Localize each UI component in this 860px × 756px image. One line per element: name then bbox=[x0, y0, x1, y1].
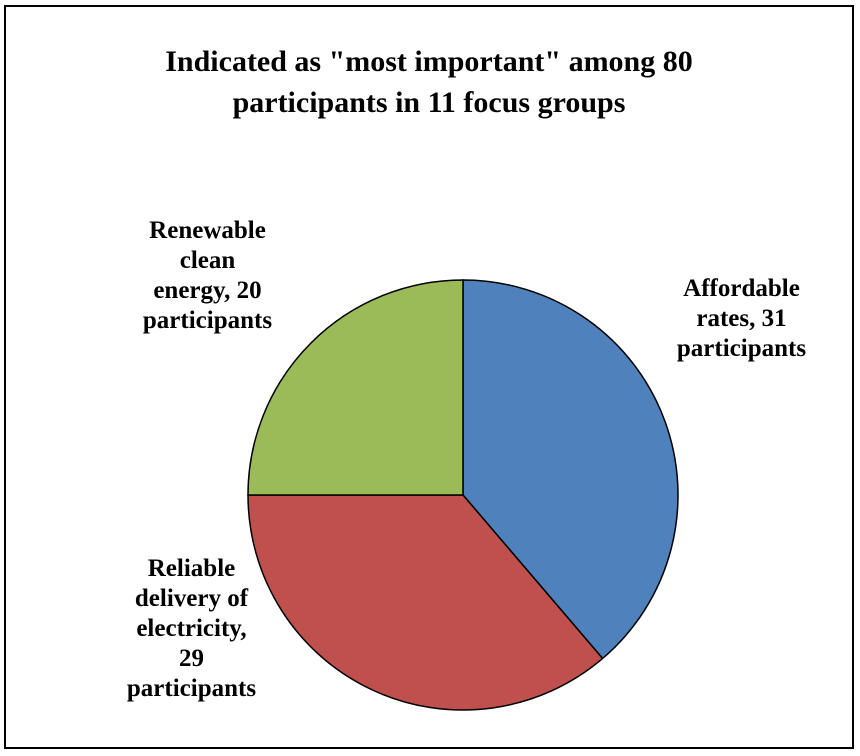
pie-slice-renewable-clean-energy bbox=[247, 279, 464, 496]
slice-label-reliable-delivery-line-1: Reliable bbox=[147, 555, 236, 582]
pie-slice-affordable-rates bbox=[462, 279, 679, 660]
chart-title: Indicated as "most important" among 80 p… bbox=[6, 41, 852, 123]
slice-label-affordable-rates: Affordable rates, 31 participants bbox=[654, 274, 829, 364]
slice-label-affordable-rates-line-2: rates, 31 bbox=[696, 305, 787, 332]
chart-title-line-1: Indicated as "most important" among 80 bbox=[165, 45, 693, 78]
slice-label-reliable-delivery: Reliable delivery of electricity, 29 par… bbox=[104, 554, 279, 704]
slice-label-renewable-clean-energy-line-3: energy, 20 bbox=[153, 277, 262, 304]
slice-label-reliable-delivery-line-5: participants bbox=[126, 675, 257, 702]
slice-label-renewable-clean-energy-line-1: Renewable bbox=[149, 217, 266, 244]
slice-label-affordable-rates-line-3: participants bbox=[676, 335, 807, 362]
slice-label-reliable-delivery-line-3: electricity, bbox=[136, 615, 247, 642]
slice-label-reliable-delivery-line-2: delivery of bbox=[134, 585, 249, 612]
slice-label-renewable-clean-energy: Renewable clean energy, 20 participants bbox=[120, 216, 295, 336]
pie-slice-reliable-delivery-of-electricity bbox=[247, 494, 604, 711]
slice-label-affordable-rates-line-1: Affordable bbox=[683, 275, 800, 302]
slice-label-renewable-clean-energy-line-4: participants bbox=[142, 307, 273, 334]
slice-label-renewable-clean-energy-line-2: clean bbox=[179, 247, 236, 274]
slice-label-reliable-delivery-line-4: 29 bbox=[179, 645, 204, 672]
chart-frame: Indicated as "most important" among 80 p… bbox=[4, 5, 854, 749]
chart-title-line-2: participants in 11 focus groups bbox=[232, 86, 626, 119]
pie-chart bbox=[247, 279, 679, 711]
